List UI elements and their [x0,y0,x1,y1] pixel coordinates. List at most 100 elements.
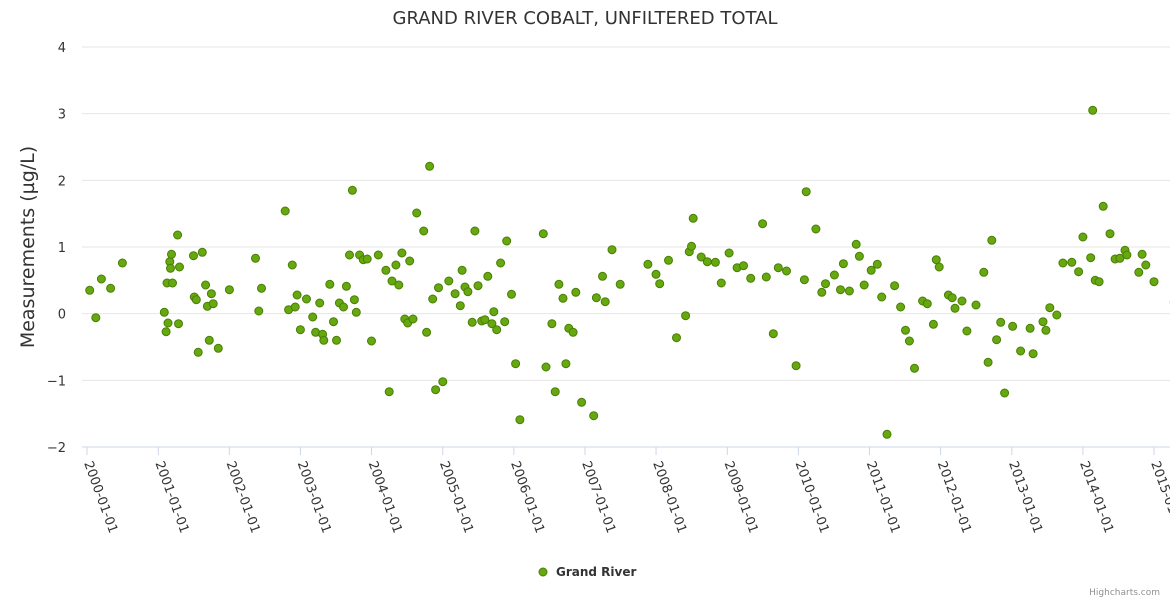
data-point[interactable] [373,250,383,260]
data-point[interactable] [996,317,1006,327]
data-point[interactable] [672,333,681,343]
data-point[interactable] [339,302,348,312]
data-point[interactable] [859,280,869,290]
data-point[interactable] [687,241,696,251]
data-point[interactable] [292,290,302,300]
data-point[interactable] [577,397,587,407]
data-point[interactable] [515,415,525,425]
data-point[interactable] [910,363,919,373]
data-point[interactable] [799,275,809,285]
data-point[interactable] [643,259,653,269]
data-point[interactable] [971,300,981,310]
data-point[interactable] [1058,258,1068,268]
data-point[interactable] [877,292,887,302]
data-point[interactable] [844,286,854,296]
legend[interactable]: Grand River [538,565,636,579]
data-point[interactable] [696,252,706,262]
data-point[interactable] [716,278,726,288]
data-point[interactable] [838,259,848,269]
data-point[interactable] [280,206,290,216]
data-point[interactable] [768,329,778,339]
data-point[interactable] [315,298,325,308]
data-point[interactable] [688,213,698,223]
data-point[interactable] [1078,232,1088,242]
data-point[interactable] [761,272,771,282]
data-point[interactable] [702,257,712,267]
legend-item-grand-river[interactable]: Grand River [556,565,636,579]
data-point[interactable] [394,280,404,290]
data-point[interactable] [287,260,297,270]
data-point[interactable] [811,224,821,234]
data-point[interactable] [928,319,938,329]
data-point[interactable] [434,283,443,293]
data-point[interactable] [664,255,673,265]
data-point[interactable] [174,319,183,329]
data-point[interactable] [851,239,861,249]
data-point[interactable] [213,343,223,353]
data-point[interactable] [467,317,477,327]
data-point[interactable] [381,265,391,275]
data-point[interactable] [979,267,989,277]
data-point[interactable] [175,262,184,272]
data-point[interactable] [947,293,957,303]
data-point[interactable] [431,385,441,395]
data-point[interactable] [163,318,173,328]
data-point[interactable] [397,248,407,258]
data-point[interactable] [193,347,203,357]
data-point[interactable] [349,295,359,305]
data-point[interactable] [651,269,661,279]
data-point[interactable] [489,307,499,317]
data-point[interactable] [290,302,300,312]
data-point[interactable] [329,317,338,327]
data-point[interactable] [541,362,551,372]
data-point[interactable] [931,255,941,265]
data-point[interactable] [1098,201,1108,211]
data-point[interactable] [117,258,127,268]
data-point[interactable] [1105,229,1115,239]
data-point[interactable] [591,293,601,303]
data-point[interactable] [904,336,914,346]
data-point[interactable] [1045,303,1055,313]
data-point[interactable] [1016,346,1026,356]
data-point[interactable] [746,273,756,283]
data-point[interactable] [367,336,376,346]
data-point[interactable] [511,359,521,369]
data-point[interactable] [1028,349,1038,359]
data-point[interactable] [483,271,493,281]
data-point[interactable] [325,279,335,289]
data-point[interactable] [302,294,311,304]
data-point[interactable] [428,294,438,304]
data-point[interactable] [96,274,106,284]
data-point[interactable] [655,279,665,289]
data-point[interactable] [319,335,329,345]
data-point[interactable] [1094,277,1104,287]
data-point[interactable] [987,235,997,245]
data-point[interactable] [507,289,516,299]
data-point[interactable] [444,276,454,286]
data-point[interactable] [607,245,617,255]
data-point[interactable] [571,287,581,297]
data-point[interactable] [347,185,357,195]
data-point[interactable] [1008,321,1018,331]
data-point[interactable] [1074,267,1084,277]
data-point[interactable] [817,287,827,297]
data-point[interactable] [487,319,497,329]
data-point[interactable] [821,279,830,289]
data-point[interactable] [387,276,397,286]
data-point[interactable] [1086,253,1096,263]
data-point[interactable] [1041,325,1051,335]
data-point[interactable] [345,250,354,260]
data-point[interactable] [106,283,116,293]
data-point[interactable] [455,301,465,311]
series-grand-river[interactable] [85,105,1170,439]
data-point[interactable] [341,281,351,291]
data-point[interactable] [922,299,932,309]
data-point[interactable] [197,247,207,257]
data-point[interactable] [554,279,564,289]
data-point[interactable] [791,361,801,371]
data-point[interactable] [558,293,568,303]
data-point[interactable] [254,306,264,316]
data-point[interactable] [161,327,171,337]
data-point[interactable] [836,285,845,295]
data-point[interactable] [470,226,480,236]
